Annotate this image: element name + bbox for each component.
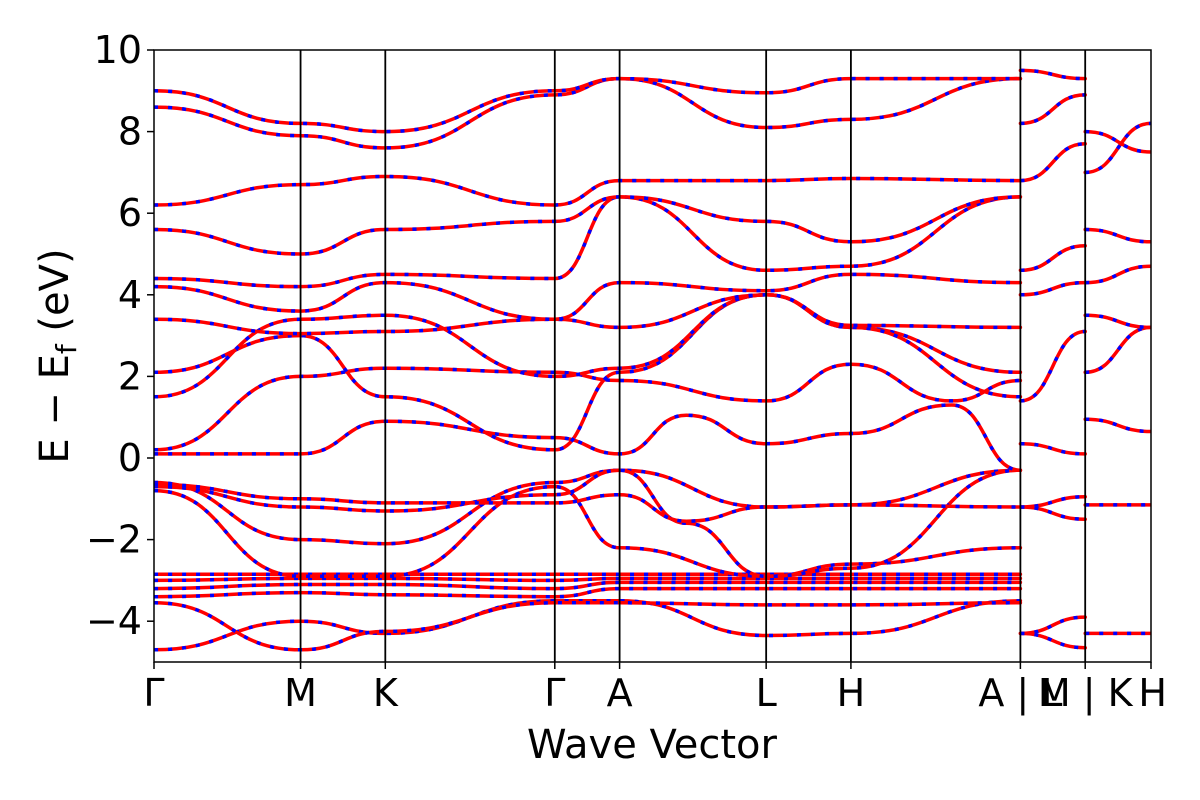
band-line-dashed (1020, 441, 1086, 456)
band-line-dashed (1020, 631, 1086, 650)
x-tick-label: K (373, 671, 399, 715)
band-line-dashed (1085, 121, 1151, 175)
y-tick-label: −4 (86, 599, 142, 643)
y-axis-label-unit: (eV) (32, 248, 78, 344)
x-tick-label: H (1138, 671, 1167, 715)
band-line-dashed (1085, 264, 1151, 285)
band-line (154, 272, 1023, 322)
band-line (154, 576, 1023, 583)
band-line-dashed (154, 468, 1021, 579)
y-tick-label: 4 (118, 273, 142, 317)
y-axis-label-main: E − E (32, 354, 78, 464)
y-axis-ticks: −4 −2 0 2 4 6 8 10 (86, 28, 154, 643)
band-line (1018, 93, 1087, 126)
band-line-dashed (1085, 325, 1151, 375)
plot-background (154, 50, 1151, 662)
y-tick-label: 8 (118, 110, 142, 154)
band-line (1018, 142, 1087, 183)
y-tick-label: 10 (94, 28, 142, 72)
y-axis-label: E − Ef (eV) (32, 248, 83, 463)
band-line-dashed (1020, 495, 1086, 509)
band-line-dashed (1020, 280, 1086, 297)
band-line-dashed (1020, 505, 1086, 521)
band-line (1083, 129, 1151, 154)
y-tick-label: 2 (118, 354, 142, 398)
x-tick-label: A (607, 671, 633, 715)
x-tick-label: M (284, 671, 317, 715)
band-line (1018, 329, 1087, 403)
x-tick-label: Γ (544, 671, 565, 715)
x-tick-label: L (756, 671, 777, 715)
band-line-dashed (1085, 313, 1151, 330)
kpoint-divider-lines (299, 50, 1087, 662)
band-line-dashed (154, 403, 1021, 472)
y-tick-label: 6 (118, 191, 142, 235)
band-line-dashed (1085, 227, 1151, 244)
y-tick-label: −2 (86, 518, 142, 562)
band-line-dashed (154, 76, 1021, 150)
band-line-dashed (154, 195, 1021, 289)
x-tick-label: M | K (1038, 671, 1134, 716)
band-line-dashed (1020, 68, 1086, 81)
x-tick-label: H (837, 671, 866, 715)
x-tick-label: A | L (978, 671, 1062, 716)
band-line-dashed (1020, 615, 1086, 636)
x-axis-label: Wave Vector (527, 722, 778, 768)
plot-frame (153, 49, 1152, 663)
band-line (1018, 244, 1087, 273)
y-axis-label-subscript: f (50, 343, 83, 354)
band-line-dashed (154, 174, 1021, 207)
y-tick-label: 0 (118, 436, 142, 480)
band-line-dashed (1085, 417, 1151, 434)
x-tick-label: Γ (143, 671, 164, 715)
